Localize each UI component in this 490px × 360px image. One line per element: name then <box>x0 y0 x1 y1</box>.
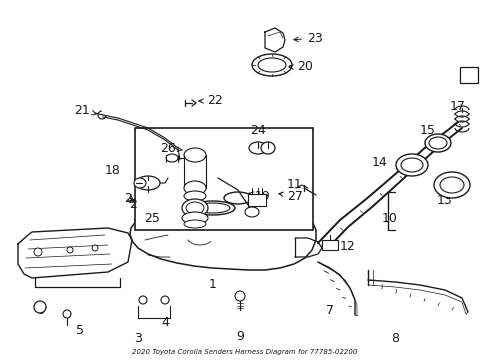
Text: 7: 7 <box>326 303 334 316</box>
Ellipse shape <box>184 220 206 228</box>
Ellipse shape <box>184 191 206 201</box>
Text: 14: 14 <box>372 156 388 168</box>
Text: 19: 19 <box>249 189 271 202</box>
Bar <box>322 240 338 250</box>
Bar <box>135 128 313 230</box>
Ellipse shape <box>258 58 286 72</box>
Ellipse shape <box>182 199 208 217</box>
Text: 9: 9 <box>236 330 244 343</box>
Text: 27: 27 <box>279 189 303 202</box>
Ellipse shape <box>434 172 470 198</box>
Ellipse shape <box>191 201 235 215</box>
Ellipse shape <box>261 142 275 154</box>
Polygon shape <box>130 192 316 270</box>
Ellipse shape <box>67 247 73 253</box>
Ellipse shape <box>440 177 464 193</box>
Ellipse shape <box>184 181 206 195</box>
Text: 5: 5 <box>76 324 84 337</box>
Ellipse shape <box>136 176 160 190</box>
Text: 26: 26 <box>160 141 182 154</box>
Ellipse shape <box>196 203 230 213</box>
Ellipse shape <box>249 142 267 154</box>
Ellipse shape <box>34 301 46 313</box>
Ellipse shape <box>396 154 428 176</box>
Ellipse shape <box>186 202 204 214</box>
Text: 17: 17 <box>450 100 466 113</box>
Ellipse shape <box>235 291 245 301</box>
Ellipse shape <box>425 134 451 152</box>
Text: 24: 24 <box>250 123 266 136</box>
Text: 2: 2 <box>129 198 137 211</box>
Text: 11: 11 <box>287 179 303 192</box>
Ellipse shape <box>224 192 252 204</box>
Polygon shape <box>18 228 132 278</box>
Text: 12: 12 <box>334 240 356 253</box>
Text: 13: 13 <box>437 194 453 207</box>
Text: 16: 16 <box>460 66 476 78</box>
Text: 18: 18 <box>105 165 121 177</box>
Bar <box>460 67 478 83</box>
Text: 6: 6 <box>36 305 44 318</box>
Bar <box>248 194 266 206</box>
Ellipse shape <box>252 54 292 76</box>
Ellipse shape <box>161 296 169 304</box>
Ellipse shape <box>92 245 98 251</box>
Text: 10: 10 <box>382 211 398 225</box>
Text: 25: 25 <box>144 211 160 225</box>
Ellipse shape <box>34 248 42 256</box>
Ellipse shape <box>429 137 447 149</box>
Text: 1: 1 <box>209 278 217 291</box>
Text: 22: 22 <box>199 94 223 108</box>
Ellipse shape <box>139 296 147 304</box>
Text: 3: 3 <box>134 333 142 346</box>
Ellipse shape <box>182 212 208 224</box>
Text: 15: 15 <box>420 123 436 136</box>
Text: 2: 2 <box>124 192 132 204</box>
Text: 23: 23 <box>294 31 323 45</box>
Text: 2020 Toyota Corolla Senders Harness Diagram for 77785-02200: 2020 Toyota Corolla Senders Harness Diag… <box>132 349 358 355</box>
Text: 20: 20 <box>289 60 313 73</box>
Ellipse shape <box>134 178 146 188</box>
Ellipse shape <box>245 207 259 217</box>
Text: 21: 21 <box>74 104 96 117</box>
Ellipse shape <box>184 148 206 162</box>
Ellipse shape <box>401 158 423 172</box>
Polygon shape <box>265 28 285 52</box>
Text: 4: 4 <box>161 316 169 329</box>
Text: 8: 8 <box>391 333 399 346</box>
Ellipse shape <box>63 310 71 318</box>
Ellipse shape <box>166 154 178 162</box>
